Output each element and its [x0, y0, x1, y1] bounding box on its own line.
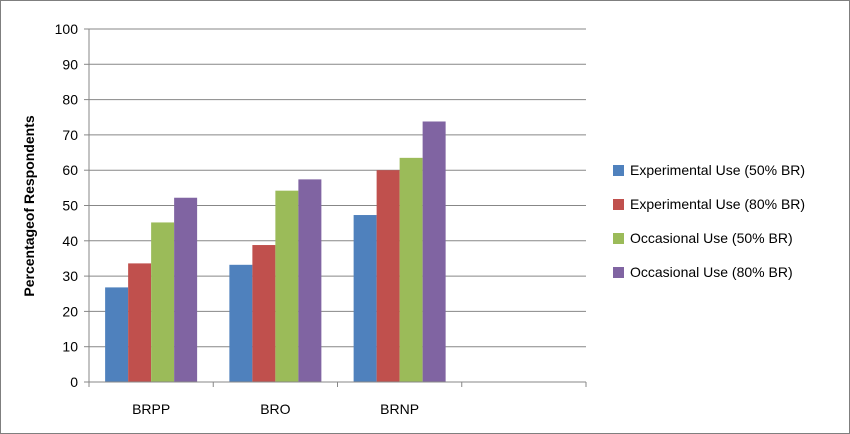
y-tick-label: 70 — [62, 127, 78, 143]
legend-label: Occasional Use (80% BR) — [630, 264, 793, 280]
legend-swatch — [613, 198, 624, 210]
y-tick-label: 50 — [62, 198, 78, 214]
y-tick-label: 40 — [62, 233, 78, 249]
legend-swatch — [613, 164, 624, 176]
y-tick-label: 90 — [62, 56, 78, 72]
bars — [105, 121, 446, 383]
bar-bro-1 — [229, 264, 253, 382]
y-tick-label: 20 — [62, 303, 78, 319]
legend-item: Occasional Use (50% BR) — [613, 221, 805, 255]
x-tick-label: BRO — [260, 401, 290, 417]
legend: Experimental Use (50% BR) Experimental Us… — [613, 153, 805, 289]
tick-labels: 0 10 20 30 40 50 60 70 80 90 100 BRPP BRO BRNP — [55, 21, 419, 417]
bar-bro-2 — [252, 245, 276, 382]
bar-brnp-1 — [353, 215, 377, 382]
legend-label: Occasional Use (50% BR) — [630, 230, 793, 246]
legend-item: Experimental Use (80% BR) — [613, 187, 805, 221]
y-tick-label: 100 — [55, 21, 79, 37]
y-tick-label: 10 — [62, 339, 78, 355]
y-axis-label: Percentageof Respondents — [21, 115, 37, 296]
x-tick-label: BRNP — [380, 401, 419, 417]
legend-item: Occasional Use (80% BR) — [613, 255, 805, 289]
bar-brpp-3 — [151, 222, 175, 382]
legend-item: Experimental Use (50% BR) — [613, 153, 805, 187]
legend-label: Experimental Use (80% BR) — [630, 196, 806, 212]
bar-brnp-3 — [399, 157, 423, 382]
y-tick-label: 60 — [62, 162, 78, 178]
y-tick-label: 80 — [62, 92, 78, 108]
bar-brnp-4 — [422, 121, 446, 383]
x-tick-label: BRPP — [132, 401, 170, 417]
legend-swatch — [613, 232, 624, 244]
axes — [84, 28, 587, 387]
y-tick-label: 30 — [62, 268, 78, 284]
bar-bro-4 — [298, 179, 322, 382]
legend-label: Experimental Use (50% BR) — [630, 162, 806, 178]
y-tick-label: 0 — [70, 374, 78, 390]
bar-brnp-2 — [376, 170, 400, 382]
bar-bro-3 — [275, 190, 299, 382]
bar-brpp-1 — [105, 287, 129, 382]
legend-swatch — [613, 266, 624, 278]
bar-brpp-4 — [174, 197, 198, 382]
bar-brpp-2 — [128, 263, 152, 382]
